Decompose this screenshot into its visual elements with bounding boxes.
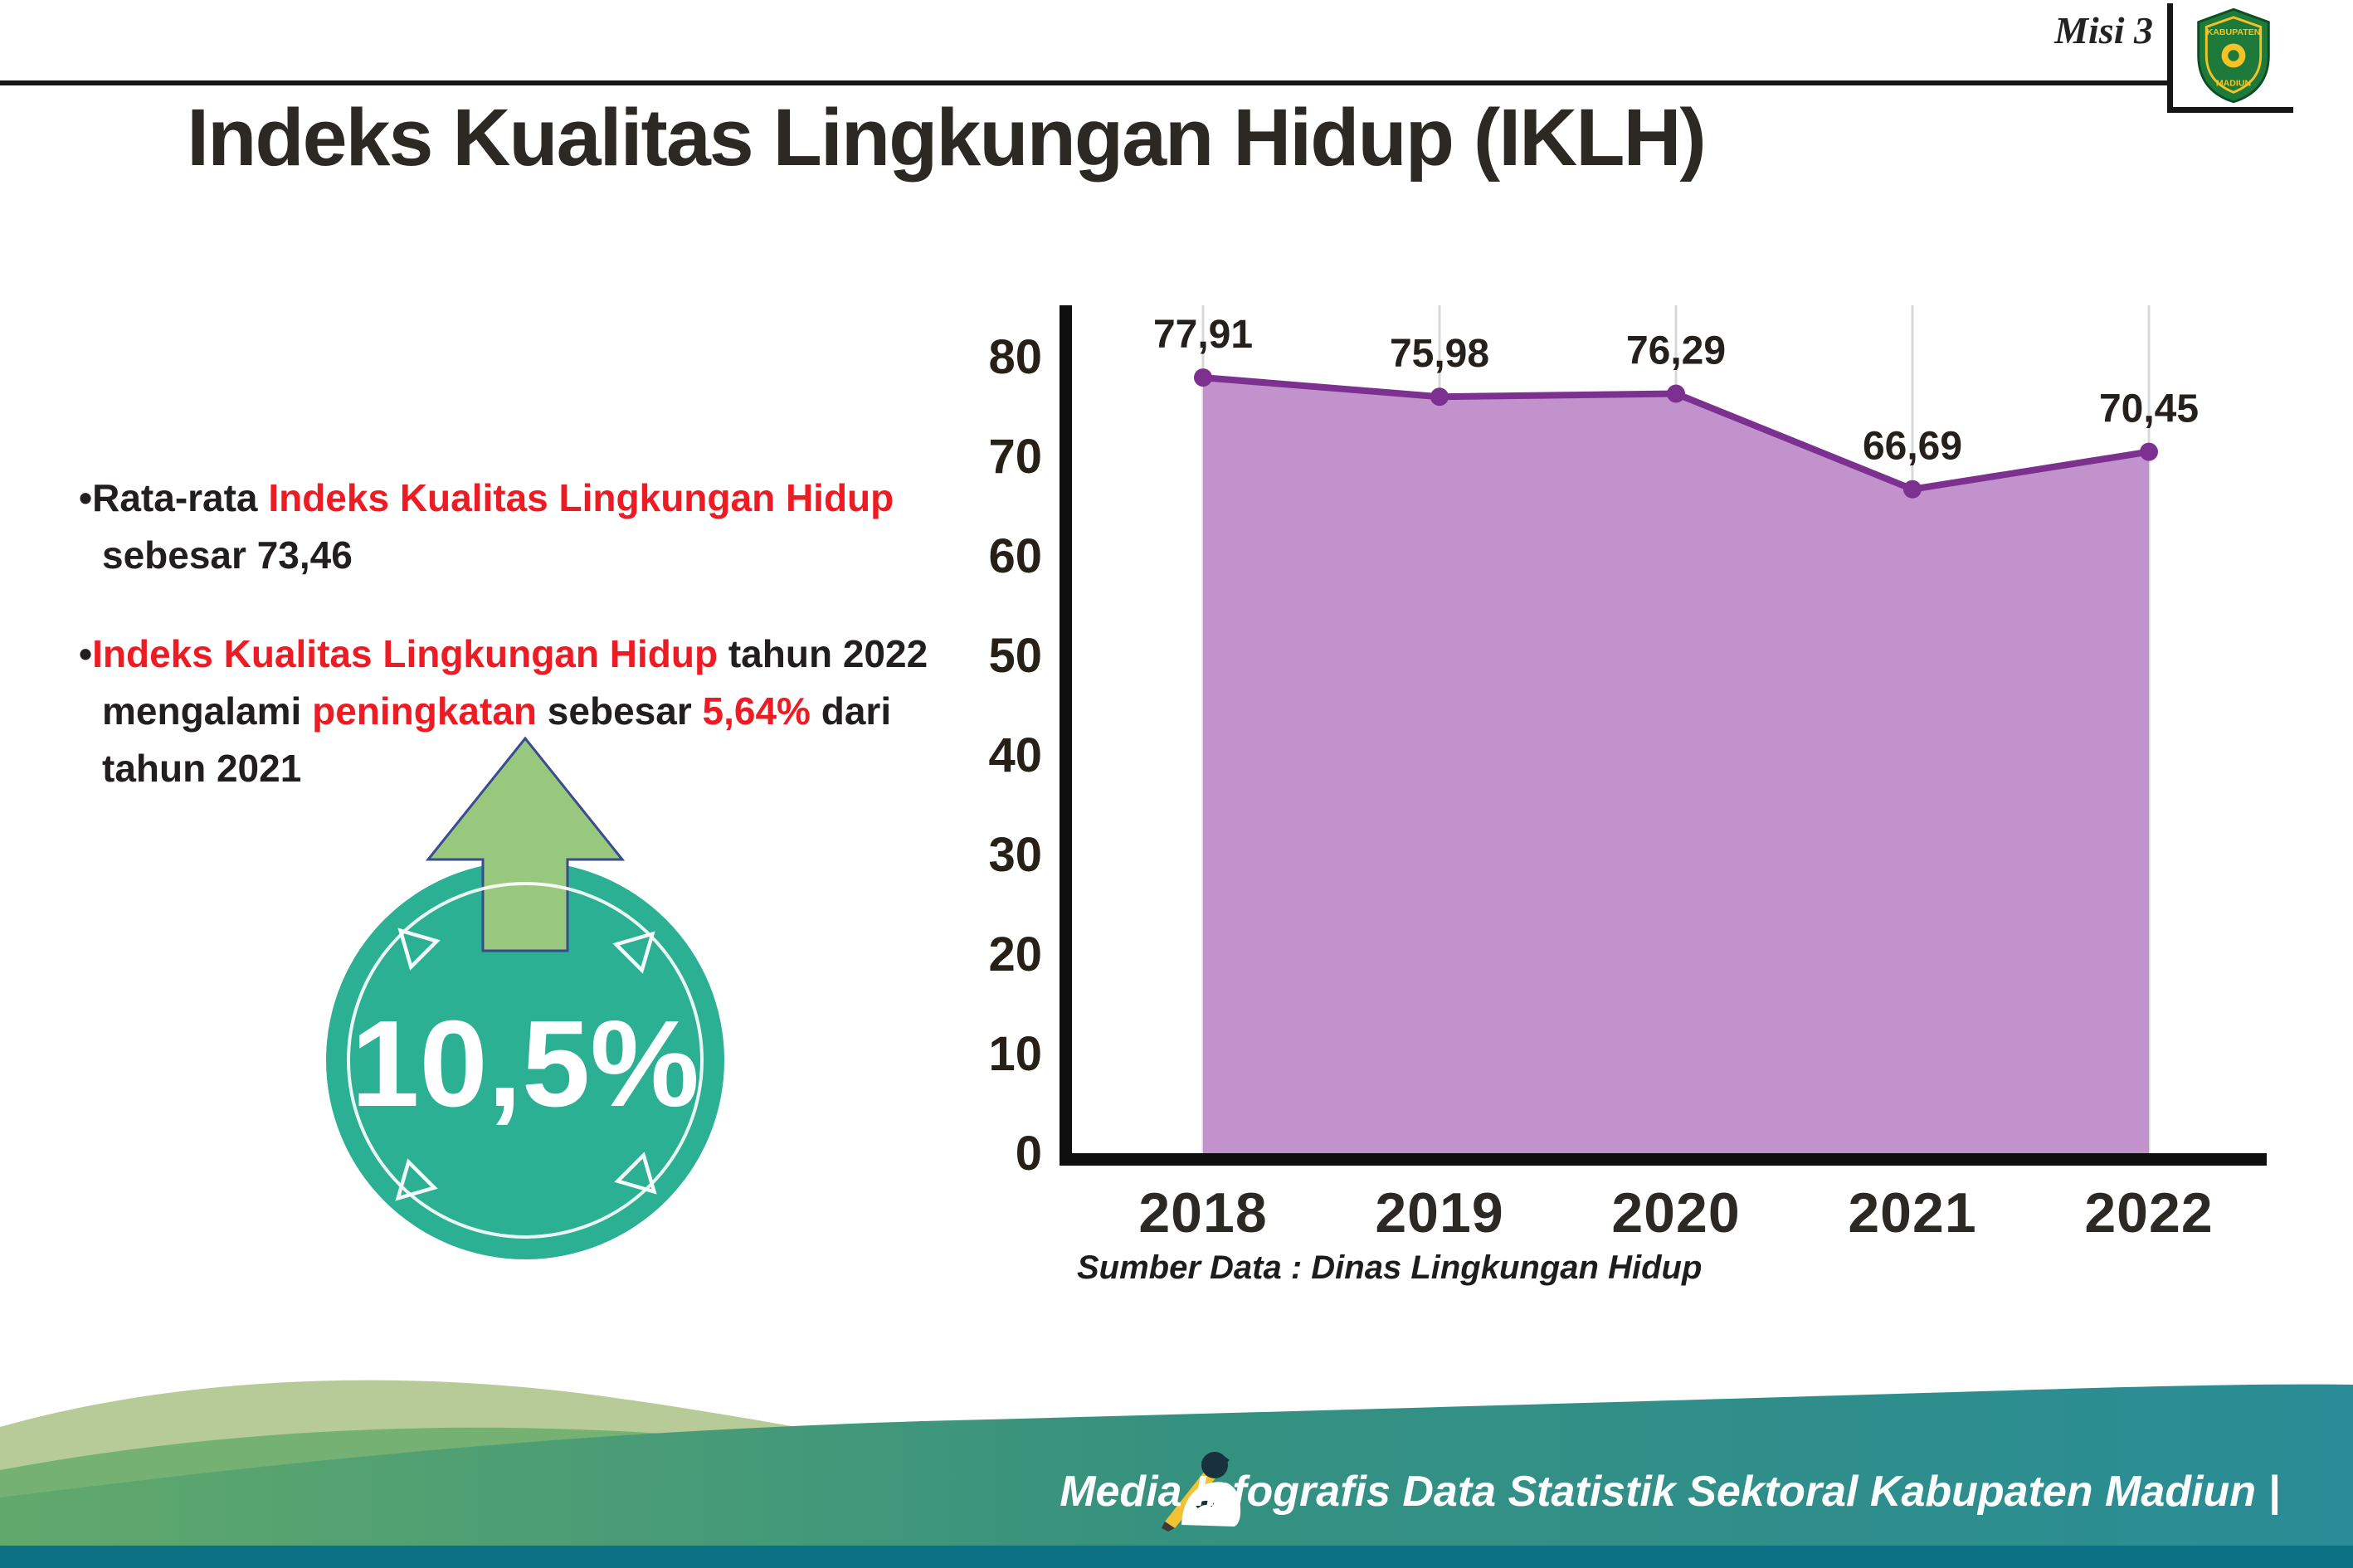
value-label: 75,98 <box>1390 332 1489 376</box>
logo-text-madiun: MADIUN <box>2215 78 2250 88</box>
y-tick-label: 80 <box>988 330 1042 384</box>
highlight-percent: 5,64% <box>702 689 811 733</box>
bullet-increase: •Indeks Kualitas Lingkungan Hidup tahun … <box>79 632 928 790</box>
footer-strip <box>0 1546 2353 1568</box>
kabupaten-madiun-logo: KABUPATEN MADIUN <box>2167 3 2293 113</box>
y-tick-label: 50 <box>988 629 1042 683</box>
y-tick-label: 10 <box>988 1027 1042 1081</box>
mission-label: Misi 3 <box>2054 9 2153 51</box>
crest-inner-border <box>2204 15 2262 94</box>
highlight-peningkatan: peningkatan <box>312 689 538 733</box>
value-label: 76,29 <box>1626 329 1726 373</box>
header-rule <box>0 80 2167 85</box>
footer-wave <box>0 1380 2353 1568</box>
data-point <box>1430 387 1449 407</box>
y-tick-label: 30 <box>988 828 1042 882</box>
increase-value: 10,5% <box>351 996 699 1132</box>
y-tick-label: 70 <box>988 430 1042 484</box>
data-point <box>1667 384 1685 403</box>
x-tick-label: 2020 <box>1611 1181 1740 1244</box>
key-points: •Rata-rata Indeks Kualitas Lingkungan Hi… <box>79 470 991 839</box>
y-axis <box>1060 305 1072 1166</box>
data-point <box>1903 480 1922 499</box>
badge-ring <box>347 882 704 1239</box>
footer-credit: Media Infografis Data Statistik Sektoral… <box>1060 1468 2280 1516</box>
data-point <box>1194 368 1212 387</box>
bullet-marker: • <box>79 476 93 519</box>
page-title: Indeks Kualitas Lingkungan Hidup (IKLH) <box>187 92 1707 183</box>
data-point <box>2140 442 2158 461</box>
x-axis <box>1060 1153 2267 1166</box>
x-tick-label: 2018 <box>1138 1181 1267 1244</box>
badge-corner-triangles <box>395 928 657 1201</box>
increase-badge: 10,5% <box>305 728 753 1309</box>
logo-text-kabupaten: KABUPATEN <box>2206 27 2260 37</box>
value-label: 77,91 <box>1153 313 1253 357</box>
bullet-average: •Rata-rata Indeks Kualitas Lingkungan Hi… <box>79 476 894 577</box>
data-source: Sumber Data : Dinas Lingkungan Hidup <box>1077 1249 1703 1286</box>
wave-main-band <box>0 1384 2353 1568</box>
badge-circle <box>326 861 724 1259</box>
area-fill <box>1203 377 2149 1153</box>
x-tick-label: 2019 <box>1375 1181 1503 1244</box>
chart-canvas: 0 10 20 30 40 50 60 70 80 77,91 75,98 76,29 66,69 70,… <box>988 305 2267 1244</box>
x-tick-label: 2022 <box>2084 1181 2213 1244</box>
y-tick-label: 60 <box>988 529 1042 583</box>
value-label: 66,69 <box>1863 425 1962 469</box>
crest-icon: KABUPATEN MADIUN <box>2196 7 2270 103</box>
mascot-arm <box>1195 1500 1215 1509</box>
x-tick-label: 2021 <box>1848 1181 1976 1244</box>
y-tick-label: 20 <box>988 928 1042 981</box>
mascot-icon <box>1162 1452 1241 1531</box>
value-label: 70,45 <box>2099 387 2199 431</box>
average-value: sebesar 73,46 <box>102 533 353 577</box>
y-tick-label: 0 <box>1016 1127 1042 1181</box>
y-tick-label: 40 <box>988 728 1042 782</box>
iklh-area-chart: 0 10 20 30 40 50 60 70 80 77,91 75,98 76,29 66,69 70,… <box>979 282 2307 1336</box>
highlight-iklh: Indeks Kualitas Lingkungan Hidup <box>268 476 894 519</box>
bullet-marker: • <box>79 632 93 675</box>
highlight-iklh: Indeks Kualitas Lingkungan Hidup <box>92 632 719 675</box>
up-arrow-icon <box>425 736 626 952</box>
